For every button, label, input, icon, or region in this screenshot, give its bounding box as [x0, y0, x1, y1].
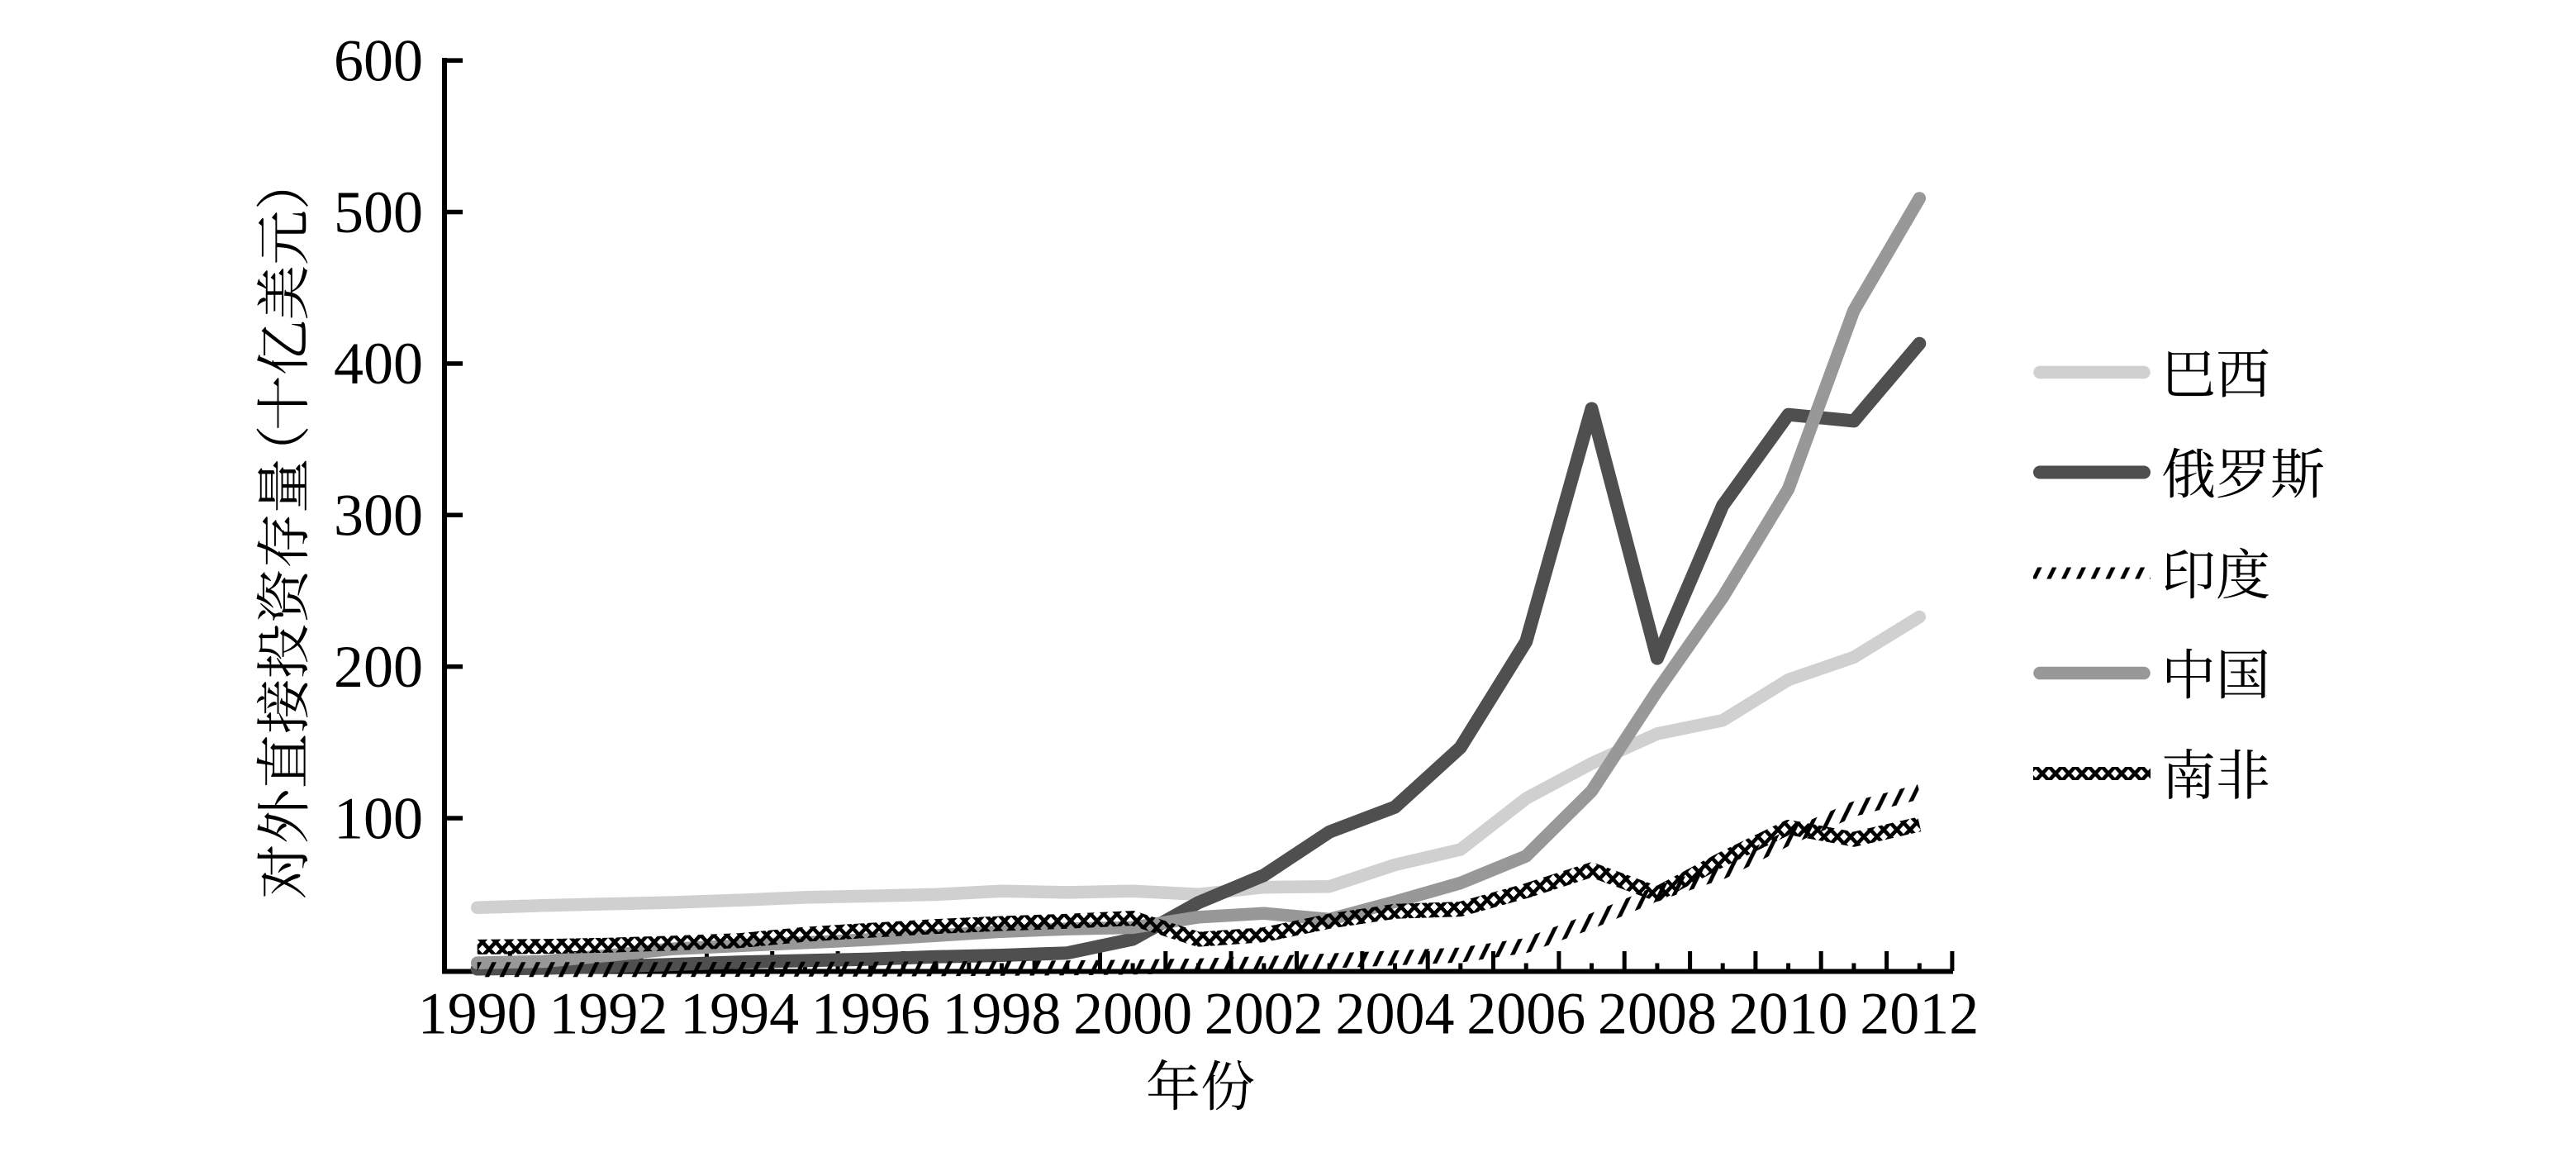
svg-text:100: 100: [334, 785, 423, 851]
svg-text:200: 200: [334, 634, 423, 700]
svg-text:1990: 1990: [418, 981, 537, 1047]
svg-text:1994: 1994: [680, 981, 799, 1047]
svg-text:2002: 2002: [1205, 981, 1324, 1047]
svg-text:600: 600: [334, 28, 423, 94]
svg-text:1996: 1996: [811, 981, 930, 1047]
svg-text:2008: 2008: [1598, 981, 1717, 1047]
svg-text:300: 300: [334, 483, 423, 549]
svg-text:2006: 2006: [1466, 981, 1585, 1047]
svg-text:2000: 2000: [1073, 981, 1192, 1047]
svg-text:1998: 1998: [942, 981, 1061, 1047]
svg-text:2012: 2012: [1860, 981, 1979, 1047]
svg-text:400: 400: [334, 331, 423, 397]
svg-text:2010: 2010: [1729, 981, 1848, 1047]
svg-text:1992: 1992: [549, 981, 668, 1047]
svg-text:500: 500: [334, 179, 423, 245]
svg-text:2004: 2004: [1336, 981, 1455, 1047]
